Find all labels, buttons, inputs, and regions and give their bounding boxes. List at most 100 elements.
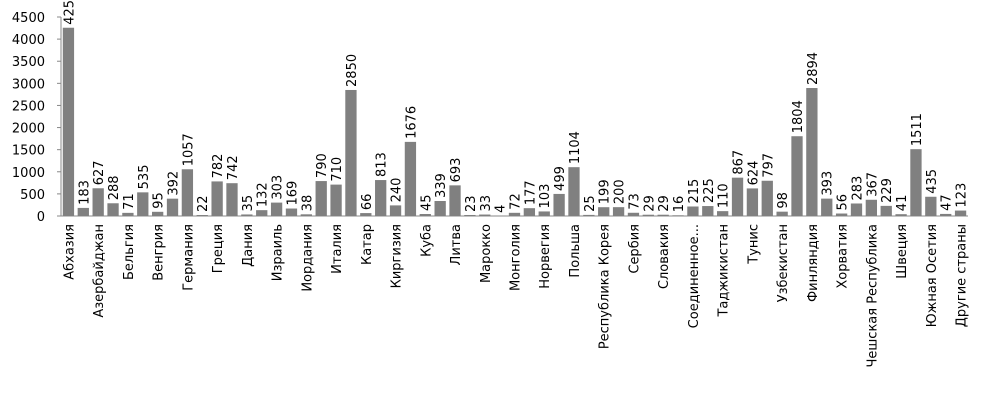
bar [464,214,476,216]
bar [821,198,833,216]
bar [791,136,803,216]
bar [107,203,119,216]
bar [211,181,223,216]
bar [62,27,75,216]
value-label: 183 [77,180,92,205]
x-tick-label: Италия [330,224,345,274]
bar [835,213,848,216]
value-label: 867 [732,150,747,175]
x-tick-label: Хорватия [836,224,851,289]
value-label: 47 [940,194,955,211]
x-tick-label: Дания [241,224,256,267]
bar [568,167,580,216]
value-label: 200 [613,179,628,204]
bar [166,198,179,216]
value-label: 742 [226,155,241,180]
value-label: 288 [107,175,122,200]
value-label: 535 [137,165,152,190]
value-label: 229 [880,178,895,203]
value-label: 339 [434,173,449,198]
y-tick-label: 1500 [12,144,45,159]
bar [330,184,342,216]
value-label: 38 [300,195,315,212]
x-tick-label: Финляндия [806,224,821,302]
value-label: 627 [92,160,107,185]
bar [672,215,684,216]
value-label: 41 [895,195,910,212]
y-tick-label: 3500 [12,55,45,70]
value-label: 16 [672,196,687,213]
bar [270,202,283,216]
value-label: 66 [360,194,375,211]
value-label: 4 [494,205,509,213]
bar [910,149,922,216]
x-tick-label: Иордания [300,224,315,292]
x-tick-label: Сербия [627,224,642,274]
y-tick-label: 0 [37,210,45,225]
value-label: 693 [449,158,464,183]
x-tick-label: Швеция [895,224,910,279]
x-tick-label: Абхазия [62,224,77,280]
bar [345,89,357,216]
bar [627,212,640,216]
value-label: 1057 [181,133,196,166]
bar [449,185,461,216]
value-label: 303 [271,175,286,200]
value-label: 215 [687,179,702,204]
bar [181,169,194,216]
x-tick-label: Азербайджан [92,224,107,318]
value-label: 4257 [62,0,77,25]
bar [137,192,149,216]
value-label: 710 [330,157,345,182]
x-tick-label: Киргизия [390,224,405,288]
x-tick-label: Израиль [271,224,286,281]
value-label: 435 [925,169,940,194]
x-tick-label: Тунис [746,224,761,265]
value-label: 225 [702,178,717,203]
value-label: 1511 [910,113,925,146]
value-label: 45 [419,194,434,211]
bar [806,88,818,216]
value-label: 132 [256,182,271,207]
value-label: 103 [538,184,553,209]
bar [226,183,238,216]
value-label: 283 [850,176,865,201]
value-label: 95 [152,192,167,209]
value-label: 392 [167,171,182,196]
x-tick-label: Норвегия [538,224,553,289]
bar [538,211,550,216]
bar [285,208,298,216]
value-label: 367 [865,172,880,197]
bar [256,210,268,216]
bar [241,214,253,216]
bar [508,212,521,216]
bar [360,213,372,216]
bar [850,203,863,216]
bar [315,181,327,216]
x-tick-label: Чешская Республика [865,224,880,368]
bar [375,180,387,216]
value-label: 1676 [404,106,419,139]
bar [702,206,714,216]
bar [687,206,699,216]
y-tick-label: 3000 [12,77,45,92]
bar [553,193,565,216]
value-label: 499 [553,166,568,191]
y-tick-label: 1000 [12,166,45,181]
value-label: 33 [479,195,494,212]
bar [940,213,952,216]
bar [954,210,967,216]
x-tick-label: Катар [360,224,375,265]
bar [895,214,907,216]
bar [122,212,134,216]
x-tick-label: Монголия [509,224,524,291]
x-tick-label: Бельгия [122,224,137,280]
bar [612,207,625,216]
x-tick-label: Соединенное... [687,224,702,328]
value-label: 71 [122,193,137,210]
bar [151,211,164,216]
value-label: 2850 [345,54,360,87]
bar [761,180,773,216]
value-label: 29 [642,195,657,212]
